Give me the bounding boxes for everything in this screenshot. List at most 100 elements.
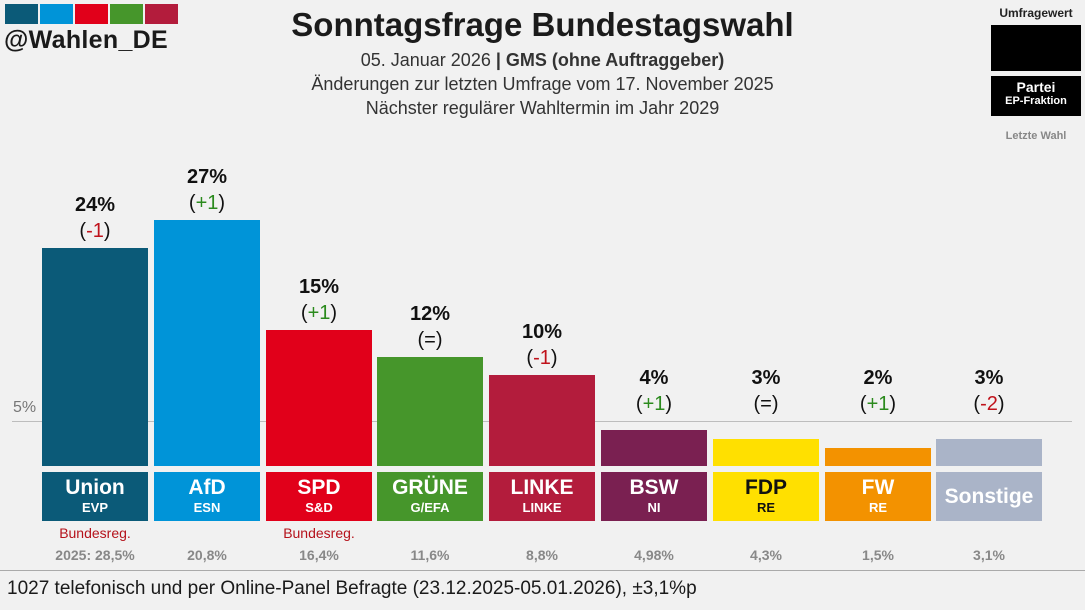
party-name: BSW bbox=[629, 476, 679, 499]
logo-stripe bbox=[110, 4, 143, 24]
party-label-sonstige: Sonstige bbox=[936, 472, 1042, 521]
party-label-linke: LINKE LINKE bbox=[489, 472, 595, 521]
bar-grüne bbox=[377, 356, 483, 466]
change-label: (=) bbox=[377, 329, 483, 352]
next-election: Nächster regulärer Wahltermin im Jahr 20… bbox=[365, 98, 720, 118]
change-bracket-close: ) bbox=[103, 219, 111, 242]
legend-party-label: Partei bbox=[1016, 79, 1056, 95]
change-label: (+1) bbox=[266, 302, 372, 325]
ep-fraction: LINKE bbox=[522, 500, 562, 515]
value-label: 2% bbox=[863, 366, 893, 389]
ep-fraction: S&D bbox=[305, 500, 333, 515]
value-label: 3% bbox=[751, 366, 781, 389]
change-value: -1 bbox=[86, 219, 104, 242]
last-election-value: 20,8% bbox=[187, 547, 227, 563]
last-election-value: 16,4% bbox=[299, 547, 339, 563]
government-badge: Bundesreg. bbox=[283, 525, 355, 541]
last-election-value: 3,1% bbox=[973, 547, 1005, 563]
value-label: 10% bbox=[521, 321, 563, 343]
change-bracket-close: ) bbox=[218, 192, 226, 215]
change-value: -2 bbox=[980, 392, 998, 415]
logo-stripe bbox=[75, 4, 108, 24]
ep-fraction: ESN bbox=[193, 500, 221, 515]
bar-sonstige bbox=[936, 438, 1042, 466]
change-bracket-open: ( bbox=[526, 347, 534, 369]
value-label: 15% bbox=[298, 275, 340, 298]
change-bracket-close: ) bbox=[771, 392, 779, 415]
threshold-label: 5% bbox=[13, 399, 37, 416]
institute: GMS (ohne Auftraggeber) bbox=[505, 50, 725, 70]
party-label-spd: SPD S&D bbox=[266, 472, 372, 521]
party-label-fw: FW RE bbox=[825, 472, 931, 521]
last-election-value: 4,98% bbox=[634, 547, 674, 563]
bar-fw bbox=[825, 447, 931, 466]
logo-stripe bbox=[40, 4, 73, 24]
change-label: (+1) bbox=[601, 393, 707, 416]
bar-fdp bbox=[713, 438, 819, 466]
change-value: -1 bbox=[533, 347, 551, 369]
last-election-value: 4,3% bbox=[750, 547, 782, 563]
value-label: 12% bbox=[409, 302, 451, 325]
change-bracket-open: ( bbox=[188, 192, 196, 215]
change-bracket-open: ( bbox=[79, 219, 87, 242]
last-election-value: 8,8% bbox=[526, 547, 558, 563]
party-name: FDP bbox=[745, 476, 787, 499]
footer-divider bbox=[0, 570, 1085, 571]
ep-fraction: G/EFA bbox=[410, 500, 450, 515]
party-label-fdp: FDP RE bbox=[713, 472, 819, 521]
change-value: +1 bbox=[642, 392, 666, 415]
logo-stripe bbox=[5, 4, 38, 24]
bar-bsw bbox=[601, 429, 707, 466]
survey-info: 05. Januar 2026 | GMS (ohne Auftraggeber… bbox=[0, 50, 1085, 71]
value-label: 4% bbox=[639, 366, 669, 389]
change-label: (-1) bbox=[42, 220, 148, 243]
change-value: +1 bbox=[866, 392, 890, 415]
change-bracket-open: ( bbox=[753, 392, 761, 415]
change-label: (+1) bbox=[825, 393, 931, 416]
bar-spd bbox=[266, 329, 372, 466]
party-name: GRÜNE bbox=[392, 476, 468, 499]
change-bracket-close: ) bbox=[889, 392, 897, 415]
account-handle: @Wahlen_DE bbox=[4, 26, 168, 54]
party-label-union: Union EVP bbox=[42, 472, 148, 521]
party-name: FW bbox=[861, 476, 895, 499]
ep-fraction: EVP bbox=[81, 500, 108, 515]
ep-fraction: NI bbox=[647, 500, 661, 515]
party-label-afd: AfD ESN bbox=[154, 472, 260, 521]
value-label: 27% bbox=[186, 166, 228, 189]
chart-title: Sonntagsfrage Bundestagswahl bbox=[291, 6, 794, 43]
government-badge: Bundesreg. bbox=[59, 525, 131, 541]
change-bracket-open: ( bbox=[973, 392, 981, 415]
legend-value-label: Umfragewert bbox=[999, 6, 1073, 20]
legend-value-box bbox=[991, 25, 1081, 71]
separator: | bbox=[495, 50, 501, 70]
change-bracket-close: ) bbox=[330, 301, 338, 324]
legend-last-election: Letzte Wahl bbox=[1005, 130, 1067, 142]
last-election-value: 1,5% bbox=[862, 547, 894, 563]
change-value: +1 bbox=[307, 301, 331, 324]
legend-party-box: Partei EP-Fraktion bbox=[991, 76, 1081, 116]
logo-stripe bbox=[145, 4, 178, 24]
bar-afd bbox=[154, 220, 260, 466]
change-bracket-open: ( bbox=[300, 301, 308, 324]
legend-fraction-label: EP-Fraktion bbox=[1005, 95, 1067, 107]
value-label: 3% bbox=[974, 366, 1004, 389]
changes-note: Änderungen zur letzten Umfrage vom 17. N… bbox=[311, 74, 774, 94]
change-bracket-close: ) bbox=[665, 392, 673, 415]
survey-date: 05. Januar 2026 bbox=[360, 50, 491, 70]
ep-fraction: RE bbox=[756, 500, 776, 515]
change-bracket-open: ( bbox=[417, 328, 425, 351]
change-value: +1 bbox=[195, 192, 219, 215]
change-bracket-close: ) bbox=[550, 347, 558, 369]
change-bracket-open: ( bbox=[635, 392, 643, 415]
change-label: (=) bbox=[713, 393, 819, 416]
last-election-value: 2025: 28,5% bbox=[55, 547, 135, 563]
party-label-grüne: GRÜNE G/EFA bbox=[377, 472, 483, 521]
change-bracket-close: ) bbox=[435, 328, 443, 351]
last-election-value: 11,6% bbox=[410, 547, 450, 563]
party-label-bsw: BSW NI bbox=[601, 472, 707, 521]
change-label: (+1) bbox=[154, 192, 260, 215]
party-name: Sonstige bbox=[944, 485, 1034, 508]
logo-stripes bbox=[5, 4, 178, 24]
party-name: SPD bbox=[297, 476, 341, 499]
